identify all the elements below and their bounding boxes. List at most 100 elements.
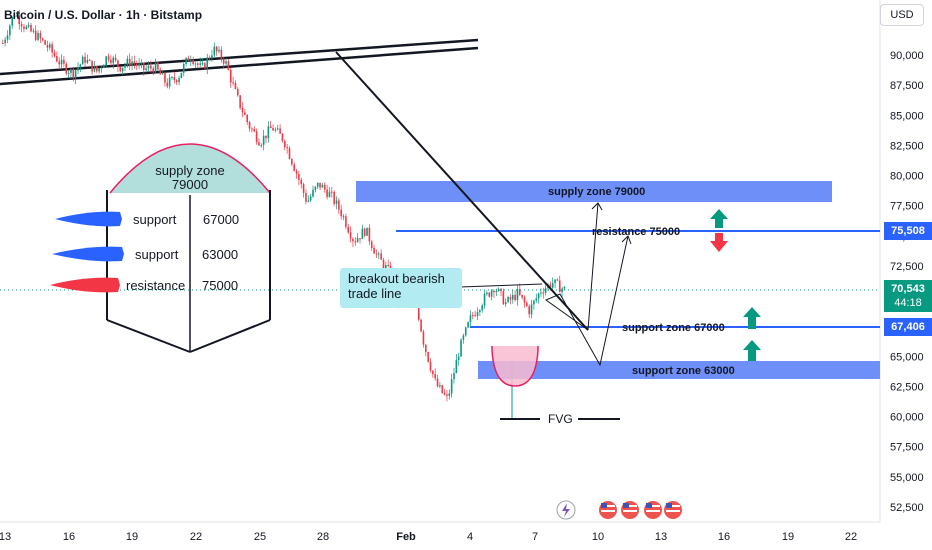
candle-body [366, 227, 368, 236]
candle-body [370, 241, 373, 248]
candle-body [345, 216, 347, 228]
time-axis[interactable]: 13 16 19 22 25 28 Feb 4 7 10 13 16 19 22 [0, 531, 857, 543]
candle-body [93, 66, 96, 72]
candle-body [279, 128, 281, 134]
candle-body [182, 63, 185, 73]
candle-body [300, 179, 303, 185]
candle-body [530, 304, 533, 315]
candle-body [46, 44, 49, 48]
projection-path-b[interactable] [587, 202, 599, 331]
candle-body [309, 196, 312, 201]
candle-body [422, 331, 425, 345]
candle-body [476, 312, 479, 316]
resistance-price-tag: 75,508 [884, 222, 932, 240]
price-tick-label: 52,500 [890, 502, 924, 514]
legend-row-3-value: 75000 [202, 278, 238, 293]
candle-body [554, 279, 556, 284]
candle-body [150, 65, 152, 69]
candle-body [542, 292, 545, 294]
candle-body [305, 192, 307, 202]
candle-body [507, 297, 509, 303]
candle-body [464, 327, 467, 336]
price-tick-label: 72,500 [890, 261, 924, 273]
time-tick-label: 22 [190, 531, 202, 543]
candle-body [100, 67, 103, 69]
candle-body [356, 238, 359, 243]
candle-body [147, 65, 150, 69]
candle-body [429, 361, 432, 371]
legend-arrow-3-icon [50, 277, 120, 293]
candle-body [331, 191, 333, 193]
time-tick-label: 13 [655, 531, 667, 543]
time-tick-label: 22 [845, 531, 857, 543]
candle-body [321, 184, 324, 188]
candle-body [63, 59, 65, 64]
projection-arrowhead-a [621, 235, 632, 245]
candle-body [197, 63, 199, 65]
candle-body [537, 293, 540, 299]
candle-body [110, 59, 112, 64]
channel-line-bottom[interactable] [0, 46, 479, 86]
candle-body [446, 394, 448, 396]
resistance-label: resistance 75000 [592, 226, 680, 238]
candle-body [488, 292, 491, 297]
legend-box: supply zone 79000 support 67000 support … [50, 143, 271, 353]
candle-body [248, 122, 251, 129]
callout-pointer-line [459, 283, 543, 288]
candle-body [382, 259, 385, 269]
candle-body [6, 35, 9, 40]
bearish-trend-line[interactable] [335, 51, 589, 331]
candle-body [427, 352, 429, 362]
currency-button[interactable]: USD [880, 4, 924, 26]
candle-body [171, 77, 173, 79]
candle-body [234, 82, 237, 90]
candle-body [276, 128, 279, 130]
candle-body [215, 46, 218, 52]
candle-body [526, 302, 528, 307]
candle-body [544, 288, 547, 293]
candle-body [218, 49, 220, 52]
time-tick-label: 16 [63, 531, 75, 543]
support-up-arrow-icon [743, 340, 761, 361]
candle-body [65, 63, 68, 74]
candle-body [128, 58, 131, 67]
event-icons[interactable] [556, 500, 682, 520]
candle-body [361, 228, 364, 239]
channel-line-top[interactable] [0, 38, 479, 76]
candle-body [533, 300, 535, 305]
candle-body [138, 63, 140, 66]
candle-body [467, 322, 469, 328]
current-price-tag: 70,543 44:18 [884, 280, 932, 312]
candle-body [2, 42, 4, 44]
candle-body [432, 370, 434, 375]
candle-body [561, 288, 563, 293]
candle-body [126, 58, 129, 66]
projection-path-a[interactable] [544, 235, 629, 367]
breakout-callout[interactable]: breakout bearish trade line [340, 268, 462, 308]
candle-body [112, 57, 115, 64]
accumulation-u-shape [492, 346, 538, 386]
candle-body [192, 60, 194, 64]
candle-body [194, 63, 197, 65]
candle-body [103, 65, 105, 68]
resistance-down-arrow-icon [710, 233, 728, 252]
candle-body [152, 68, 154, 73]
price-tick-label: 60,000 [890, 412, 924, 424]
candle-body [535, 298, 538, 301]
legend-dome-value: 79000 [172, 177, 208, 192]
candle-body [302, 184, 305, 193]
candle-body [448, 393, 451, 396]
candle-body [380, 253, 382, 260]
candle-body [469, 315, 472, 323]
price-tick-label: 87,500 [890, 80, 924, 92]
time-tick-label: 19 [126, 531, 138, 543]
candle-body [558, 280, 561, 293]
candle-body [114, 57, 117, 61]
candle-body [443, 392, 446, 395]
candle-body [164, 73, 166, 83]
candle-body [25, 26, 28, 29]
candle-body [258, 141, 260, 146]
candle-body [563, 286, 566, 289]
candle-body [450, 379, 453, 394]
